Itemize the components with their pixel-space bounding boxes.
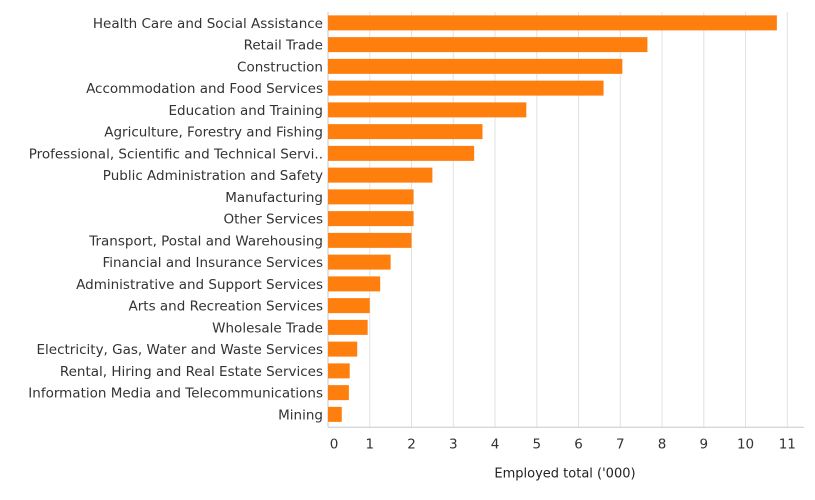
category-label: Health Care and Social Assistance [93,16,323,32]
x-tick-label: 9 [699,436,708,452]
x-axis-ticks: 0 1 2 3 4 5 6 7 8 9 10 11 [330,436,796,452]
category-label: Arts and Recreation Services [128,299,323,315]
bar[interactable] [328,406,342,422]
bar[interactable] [328,276,381,292]
x-tick-label: 7 [616,436,625,452]
x-tick-label: 5 [532,436,541,452]
x-tick-label: 8 [658,436,667,452]
category-label: Retail Trade [244,38,323,54]
category-label: Agriculture, Forestry and Fishing [104,125,323,141]
bar[interactable] [328,37,648,53]
x-tick-label: 3 [449,436,458,452]
bar[interactable] [328,80,604,96]
category-labels: Health Care and Social Assistance Retail … [28,16,323,424]
category-label: Transport, Postal and Warehousing [88,233,323,249]
bar[interactable] [328,58,623,74]
category-label: Financial and Insurance Services [102,255,323,271]
category-label: Accommodation and Food Services [86,81,323,97]
category-label: Manufacturing [225,190,323,206]
bar[interactable] [328,319,368,335]
category-label: Professional, Scientific and Technical S… [29,146,323,162]
bar[interactable] [328,363,350,379]
bar[interactable] [328,385,349,401]
bar[interactable] [328,145,475,161]
category-label: Construction [237,59,323,75]
bar[interactable] [328,341,358,357]
bar[interactable] [328,298,370,314]
category-label: Education and Training [169,103,323,119]
bars [328,15,777,422]
bar[interactable] [328,15,777,31]
x-tick-label: 6 [574,436,583,452]
bar[interactable] [328,124,483,140]
bar[interactable] [328,232,412,248]
x-axis-title: Employed total ('000) [494,466,635,481]
bar[interactable] [328,167,433,183]
x-tick-label: 11 [779,436,796,452]
category-label: Mining [278,407,323,423]
category-label: Information Media and Telecommunications [28,386,323,402]
bar[interactable] [328,189,414,205]
category-label: Electricity, Gas, Water and Waste Servic… [37,342,324,358]
x-tick-label: 0 [330,436,339,452]
x-tick-label: 1 [365,436,374,452]
category-label: Administrative and Support Services [76,277,323,293]
bar[interactable] [328,254,391,270]
x-tick-label: 10 [737,436,754,452]
category-label: Public Administration and Safety [103,168,323,184]
x-tick-label: 4 [491,436,500,452]
bar[interactable] [328,102,527,118]
category-label: Rental, Hiring and Real Estate Services [60,364,323,380]
bar[interactable] [328,211,414,227]
category-label: Other Services [223,212,323,228]
category-label: Wholesale Trade [212,320,323,336]
x-tick-label: 2 [407,436,416,452]
